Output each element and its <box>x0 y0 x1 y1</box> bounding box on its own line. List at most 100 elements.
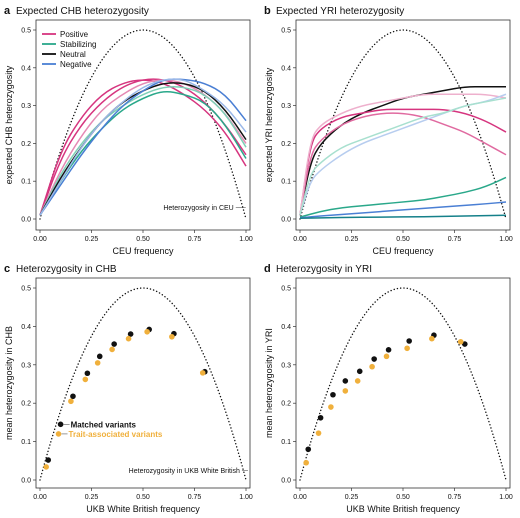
matched-point <box>406 338 412 344</box>
plot-frame <box>295 277 511 489</box>
reference-annotation: Heterozygosity in UKB White British <box>129 468 240 475</box>
y-tick-label: 0.5 <box>281 28 291 35</box>
reference-curve <box>39 29 247 220</box>
plot-frame <box>35 277 251 489</box>
trait-point <box>144 328 150 335</box>
y-tick-label: 0.0 <box>281 478 291 485</box>
series-line-positive <box>299 112 507 216</box>
x-tick-label: 0.50 <box>396 494 410 501</box>
trait-point <box>404 345 410 352</box>
y-tick-label: 0.1 <box>281 179 291 186</box>
y-tick-label: 0.5 <box>21 28 31 35</box>
series-line-negative <box>299 201 507 219</box>
y-tick-label: 0.3 <box>281 362 291 369</box>
x-tick-label: 0.00 <box>293 494 307 501</box>
x-tick-label: 1.00 <box>499 494 513 501</box>
y-tick-label: 0.0 <box>21 217 31 224</box>
y-tick-label: 0.1 <box>21 439 31 446</box>
panel-title: Heterozygosity in CHB <box>16 264 117 275</box>
x-axis-label: CEU frequency <box>372 246 434 256</box>
x-tick-label: 0.75 <box>188 236 202 243</box>
x-tick-label: 1.00 <box>239 494 253 501</box>
matched-point <box>84 370 91 377</box>
x-axis-label: CEU frequency <box>112 246 174 256</box>
x-tick-label: 0.00 <box>293 236 307 243</box>
matched-point <box>305 446 312 453</box>
matched-point <box>462 341 468 347</box>
trait-point <box>169 333 175 340</box>
x-axis-label: UKB White British frequency <box>346 504 460 514</box>
y-tick-label: 0.5 <box>281 286 291 293</box>
x-tick-label: 0.50 <box>136 494 150 501</box>
series-line-stabilizing <box>299 176 507 218</box>
series-line-negative <box>39 78 247 216</box>
y-axis-label: mean heterozygosity in CHB <box>4 326 14 440</box>
panel-c: c Heterozygosity in CHB 0.00 0.25 0.50 0.75 1.… <box>4 263 253 514</box>
matched-point <box>111 341 117 347</box>
x-tick-label: 0.25 <box>85 494 99 501</box>
series-line-positive <box>299 108 507 216</box>
panel-letter: b <box>264 5 271 17</box>
y-tick-label: 0.0 <box>21 478 31 485</box>
reference-annotation: Heterozygosity in CEU <box>163 205 233 212</box>
panel-title: Expected CHB heterozygosity <box>16 6 149 17</box>
panel-letter: c <box>4 263 10 275</box>
reference-curve <box>299 29 507 220</box>
y-tick-label: 0.4 <box>281 324 291 331</box>
y-tick-label: 0.2 <box>281 141 291 148</box>
series-line-negative <box>39 78 247 216</box>
matched-point <box>342 378 349 384</box>
x-tick-label: 0.50 <box>136 236 150 243</box>
matched-point <box>330 391 336 398</box>
y-tick-label: 0.0 <box>281 217 291 224</box>
y-axis-label: mean heterozygosity in YRI <box>264 328 274 438</box>
trait-point <box>369 363 375 370</box>
y-tick-label: 0.3 <box>281 103 291 110</box>
y-tick-label: 0.1 <box>21 179 31 186</box>
trait-point <box>199 370 206 376</box>
matched-label: Matched variants <box>71 420 137 429</box>
trait-point <box>303 459 309 466</box>
trait-point <box>457 338 464 345</box>
trait-point <box>55 431 62 437</box>
y-tick-label: 0.5 <box>21 286 31 293</box>
y-tick-label: 0.2 <box>21 141 31 148</box>
trait-point <box>43 464 49 470</box>
series-line-stabilizing <box>299 214 507 219</box>
panel-d: d Heterozygosity in YRI 0.00 0.25 0.50 0.75 1.… <box>264 263 513 514</box>
legend-label: Neutral <box>60 50 86 59</box>
legend-label: Negative <box>60 60 92 69</box>
trait-point <box>354 378 361 384</box>
x-tick-label: 1.00 <box>239 236 253 243</box>
panel-title: Heterozygosity in YRI <box>276 264 372 275</box>
x-tick-label: 0.00 <box>33 494 47 501</box>
series-line-neutral <box>299 85 506 216</box>
y-tick-label: 0.2 <box>281 401 291 408</box>
matched-point <box>385 347 392 353</box>
trait-point <box>82 376 89 383</box>
series-line-neutral <box>39 82 247 216</box>
x-tick-label: 0.25 <box>85 236 99 243</box>
matched-point <box>45 457 52 463</box>
x-tick-label: 0.75 <box>188 494 202 501</box>
reference-curve <box>39 287 247 481</box>
matched-point <box>356 368 363 375</box>
panel-letter: d <box>264 263 271 275</box>
series-line-positive <box>39 78 247 216</box>
x-tick-label: 0.25 <box>345 236 359 243</box>
series-line-positive <box>299 93 507 216</box>
panel-title: Expected YRI heterozygosity <box>276 6 404 17</box>
trait-point <box>68 398 74 405</box>
trait-label: Trait-associated variants <box>69 430 163 439</box>
matched-point <box>317 414 324 421</box>
y-tick-label: 0.2 <box>21 401 31 408</box>
x-tick-label: 0.50 <box>396 236 410 243</box>
x-tick-label: 0.00 <box>33 236 47 243</box>
trait-point <box>328 404 334 410</box>
x-tick-label: 1.00 <box>499 236 513 243</box>
x-tick-label: 0.75 <box>448 236 462 243</box>
y-axis-label: expected CHB heterozygosity <box>4 65 14 184</box>
legend-label: Positive <box>60 30 89 39</box>
matched-point <box>96 353 103 360</box>
